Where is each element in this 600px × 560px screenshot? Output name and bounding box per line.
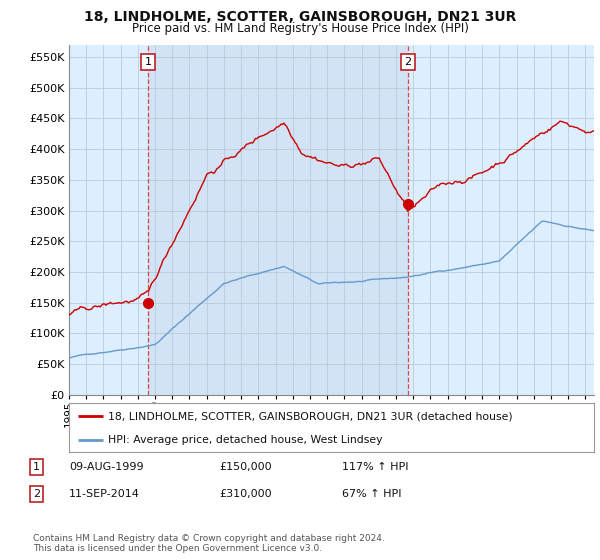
Text: 11-SEP-2014: 11-SEP-2014	[69, 489, 140, 499]
Text: 1: 1	[145, 57, 152, 67]
Text: 18, LINDHOLME, SCOTTER, GAINSBOROUGH, DN21 3UR (detached house): 18, LINDHOLME, SCOTTER, GAINSBOROUGH, DN…	[109, 411, 513, 421]
Text: 18, LINDHOLME, SCOTTER, GAINSBOROUGH, DN21 3UR: 18, LINDHOLME, SCOTTER, GAINSBOROUGH, DN…	[84, 10, 516, 24]
Text: 1: 1	[33, 462, 40, 472]
Text: £150,000: £150,000	[219, 462, 272, 472]
Bar	[148, 45, 408, 395]
Text: 117% ↑ HPI: 117% ↑ HPI	[342, 462, 409, 472]
Text: Price paid vs. HM Land Registry's House Price Index (HPI): Price paid vs. HM Land Registry's House …	[131, 22, 469, 35]
Text: 09-AUG-1999: 09-AUG-1999	[69, 462, 143, 472]
Text: 2: 2	[404, 57, 412, 67]
Text: 67% ↑ HPI: 67% ↑ HPI	[342, 489, 401, 499]
Text: HPI: Average price, detached house, West Lindsey: HPI: Average price, detached house, West…	[109, 435, 383, 445]
Text: 2: 2	[33, 489, 40, 499]
Text: £310,000: £310,000	[219, 489, 272, 499]
Text: Contains HM Land Registry data © Crown copyright and database right 2024.
This d: Contains HM Land Registry data © Crown c…	[33, 534, 385, 553]
